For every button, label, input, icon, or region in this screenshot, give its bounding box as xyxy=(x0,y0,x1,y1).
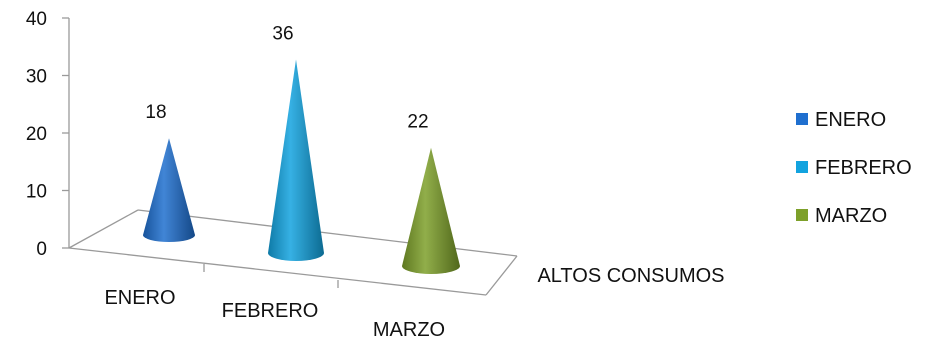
legend-swatch xyxy=(796,161,808,173)
floor-back-edge xyxy=(137,209,518,257)
y-tick-label: 40 xyxy=(26,9,47,30)
depth-axis-label: ALTOS CONSUMOS xyxy=(537,265,724,287)
y-tick-label: 10 xyxy=(26,182,47,203)
cone-marzo xyxy=(402,147,460,274)
category-label-enero: ENERO xyxy=(104,287,175,309)
data-label: 18 xyxy=(145,102,166,123)
cone-febrero xyxy=(268,59,324,261)
y-tick-label: 0 xyxy=(36,239,47,260)
y-tick-label: 30 xyxy=(26,67,47,88)
legend-label: FEBRERO xyxy=(815,157,912,179)
legend-swatch xyxy=(796,209,808,221)
data-labels: 18 36 22 xyxy=(145,23,428,132)
legend-swatch xyxy=(796,113,808,125)
floor-right-edge xyxy=(485,255,518,296)
x-axis-ticks xyxy=(203,264,339,288)
y-tick-label: 20 xyxy=(26,124,47,145)
x-axis-line xyxy=(68,247,487,296)
data-label: 22 xyxy=(407,112,428,133)
back-wall-left-edge xyxy=(68,209,139,249)
category-label-febrero: FEBRERO xyxy=(222,300,319,322)
y-axis-ticks: 0 10 20 30 40 xyxy=(26,9,69,260)
cone-enero xyxy=(143,138,195,242)
category-label-marzo: MARZO xyxy=(373,319,445,341)
cones xyxy=(143,59,460,274)
legend-label: ENERO xyxy=(815,109,886,131)
legend-label: MARZO xyxy=(815,205,887,227)
legend: ENERO FEBRERO MARZO xyxy=(796,109,912,227)
data-label: 36 xyxy=(272,23,293,44)
